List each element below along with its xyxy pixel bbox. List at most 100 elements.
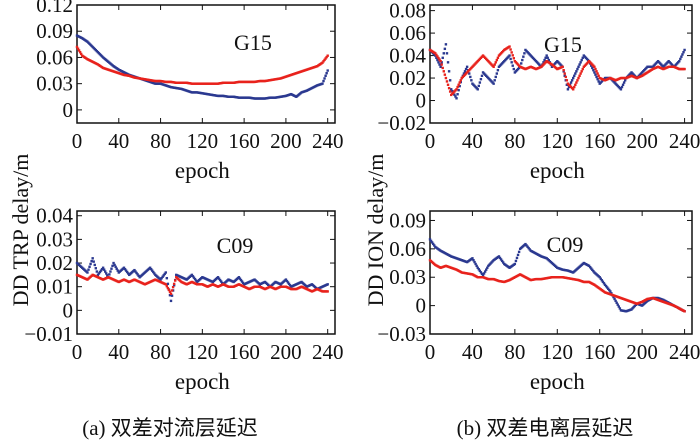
point-blue	[509, 57, 512, 61]
point-blue	[545, 54, 548, 57]
point-blue	[191, 275, 195, 278]
point-blue	[482, 272, 486, 275]
point-blue	[87, 268, 90, 271]
point-red	[447, 86, 451, 90]
y-tick-label: 0.02	[36, 251, 73, 275]
point-blue	[457, 88, 460, 92]
point-blue	[441, 56, 444, 60]
point-blue	[573, 74, 576, 77]
point-red	[323, 58, 326, 62]
point-blue	[161, 275, 164, 278]
point-blue	[162, 274, 165, 277]
point-blue	[170, 294, 174, 297]
point-blue	[217, 277, 221, 280]
point-red	[326, 290, 329, 293]
point-blue	[134, 270, 137, 273]
point-blue	[528, 248, 531, 251]
point-red	[440, 63, 443, 66]
point-red	[165, 285, 169, 288]
x-tick-label: 240	[669, 129, 700, 153]
point-blue	[590, 267, 593, 270]
point-blue	[448, 79, 452, 82]
point-blue	[454, 95, 457, 98]
point-blue	[543, 58, 546, 62]
point-blue	[455, 97, 458, 100]
point-red	[594, 67, 597, 71]
point-blue	[478, 269, 482, 272]
x-tick-label: 0	[425, 340, 436, 364]
x-tick-label: 80	[150, 340, 171, 364]
x-tick-label: 80	[150, 129, 171, 153]
point-blue	[124, 269, 128, 272]
satellite-label: C09	[217, 233, 254, 258]
point-blue	[219, 280, 223, 283]
point-blue	[523, 52, 526, 55]
point-blue	[437, 61, 440, 64]
point-blue	[463, 70, 467, 73]
point-blue	[193, 277, 197, 281]
point-blue	[324, 74, 327, 77]
point-red	[324, 57, 327, 60]
point-blue	[464, 67, 468, 71]
point-red	[492, 65, 495, 69]
point-red	[562, 68, 565, 72]
x-tick-label: 0	[72, 340, 83, 364]
x-tick-label: 40	[462, 129, 483, 153]
point-red	[580, 70, 583, 73]
point-blue	[516, 253, 520, 257]
point-blue	[581, 56, 584, 60]
point-blue	[498, 256, 502, 260]
point-blue	[106, 274, 109, 277]
point-blue	[111, 264, 114, 268]
point-blue	[679, 57, 682, 61]
y-axis-label-left: DD TRP delay/m	[8, 154, 33, 307]
point-blue	[614, 299, 617, 303]
point-red	[173, 279, 177, 282]
point-red	[683, 310, 686, 313]
point-blue	[570, 79, 574, 82]
point-red	[565, 79, 569, 82]
point-blue	[479, 77, 483, 81]
y-tick-label: −0.02	[377, 111, 426, 135]
point-blue	[608, 288, 611, 292]
point-blue	[495, 72, 499, 75]
point-blue	[435, 56, 438, 60]
point-red	[434, 52, 437, 55]
point-blue	[95, 270, 99, 273]
point-blue	[430, 241, 434, 244]
point-blue	[115, 267, 118, 270]
point-blue	[593, 71, 596, 74]
caption-a: (a) 双差对流层延迟	[82, 416, 258, 440]
point-red	[494, 61, 497, 64]
point-red	[436, 55, 439, 58]
point-blue	[472, 259, 475, 262]
point-blue	[102, 268, 106, 271]
point-blue	[499, 258, 503, 261]
point-red	[78, 51, 82, 54]
subplot-br: 0 40 80 120 160 200 240−0.0300.030.060.09epoch…	[377, 208, 700, 394]
point-red	[571, 88, 575, 91]
y-tick-label: 0.04	[389, 44, 426, 68]
point-blue	[237, 276, 241, 279]
x-tick-label: 120	[542, 340, 574, 364]
point-blue	[602, 282, 606, 285]
point-blue	[600, 279, 604, 282]
point-blue	[527, 246, 530, 250]
point-blue	[326, 283, 329, 286]
y-tick-label: 0	[416, 89, 427, 113]
x-tick-label: 40	[108, 340, 129, 364]
y-tick-label: 0.03	[36, 227, 73, 251]
point-red	[456, 85, 459, 89]
point-red	[458, 81, 461, 84]
point-blue	[325, 71, 328, 75]
plot-frame	[429, 4, 693, 124]
satellite-label: C09	[547, 232, 584, 257]
x-tick-label: 240	[669, 340, 700, 364]
y-tick-label: 0	[63, 98, 74, 122]
point-blue	[622, 81, 626, 84]
point-blue	[239, 278, 243, 282]
point-red	[561, 65, 564, 69]
x-tick-label: 240	[312, 340, 344, 364]
point-blue	[451, 89, 454, 93]
